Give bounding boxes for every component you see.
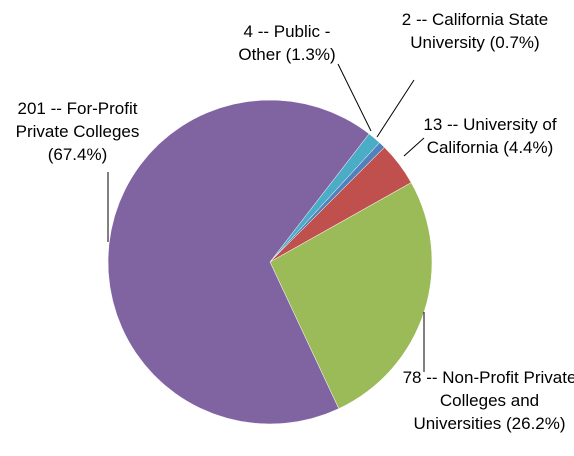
pie-slice bbox=[269, 182, 433, 410]
slice-label: 78 -- Non-Profit Private Colleges and Un… bbox=[402, 368, 574, 433]
leader-line bbox=[337, 63, 372, 132]
pie-slice bbox=[107, 99, 370, 425]
leader-line bbox=[403, 137, 425, 157]
leader-line bbox=[376, 79, 415, 138]
slice-label: 2 -- California State University (0.7%) bbox=[401, 10, 549, 52]
slice-label: 201 -- For-Profit Private Colleges (67.4… bbox=[15, 99, 140, 164]
slice-label: 13 -- University of California (4.4%) bbox=[423, 115, 557, 157]
slice-label: 4 -- Public - Other (1.3%) bbox=[238, 22, 336, 64]
